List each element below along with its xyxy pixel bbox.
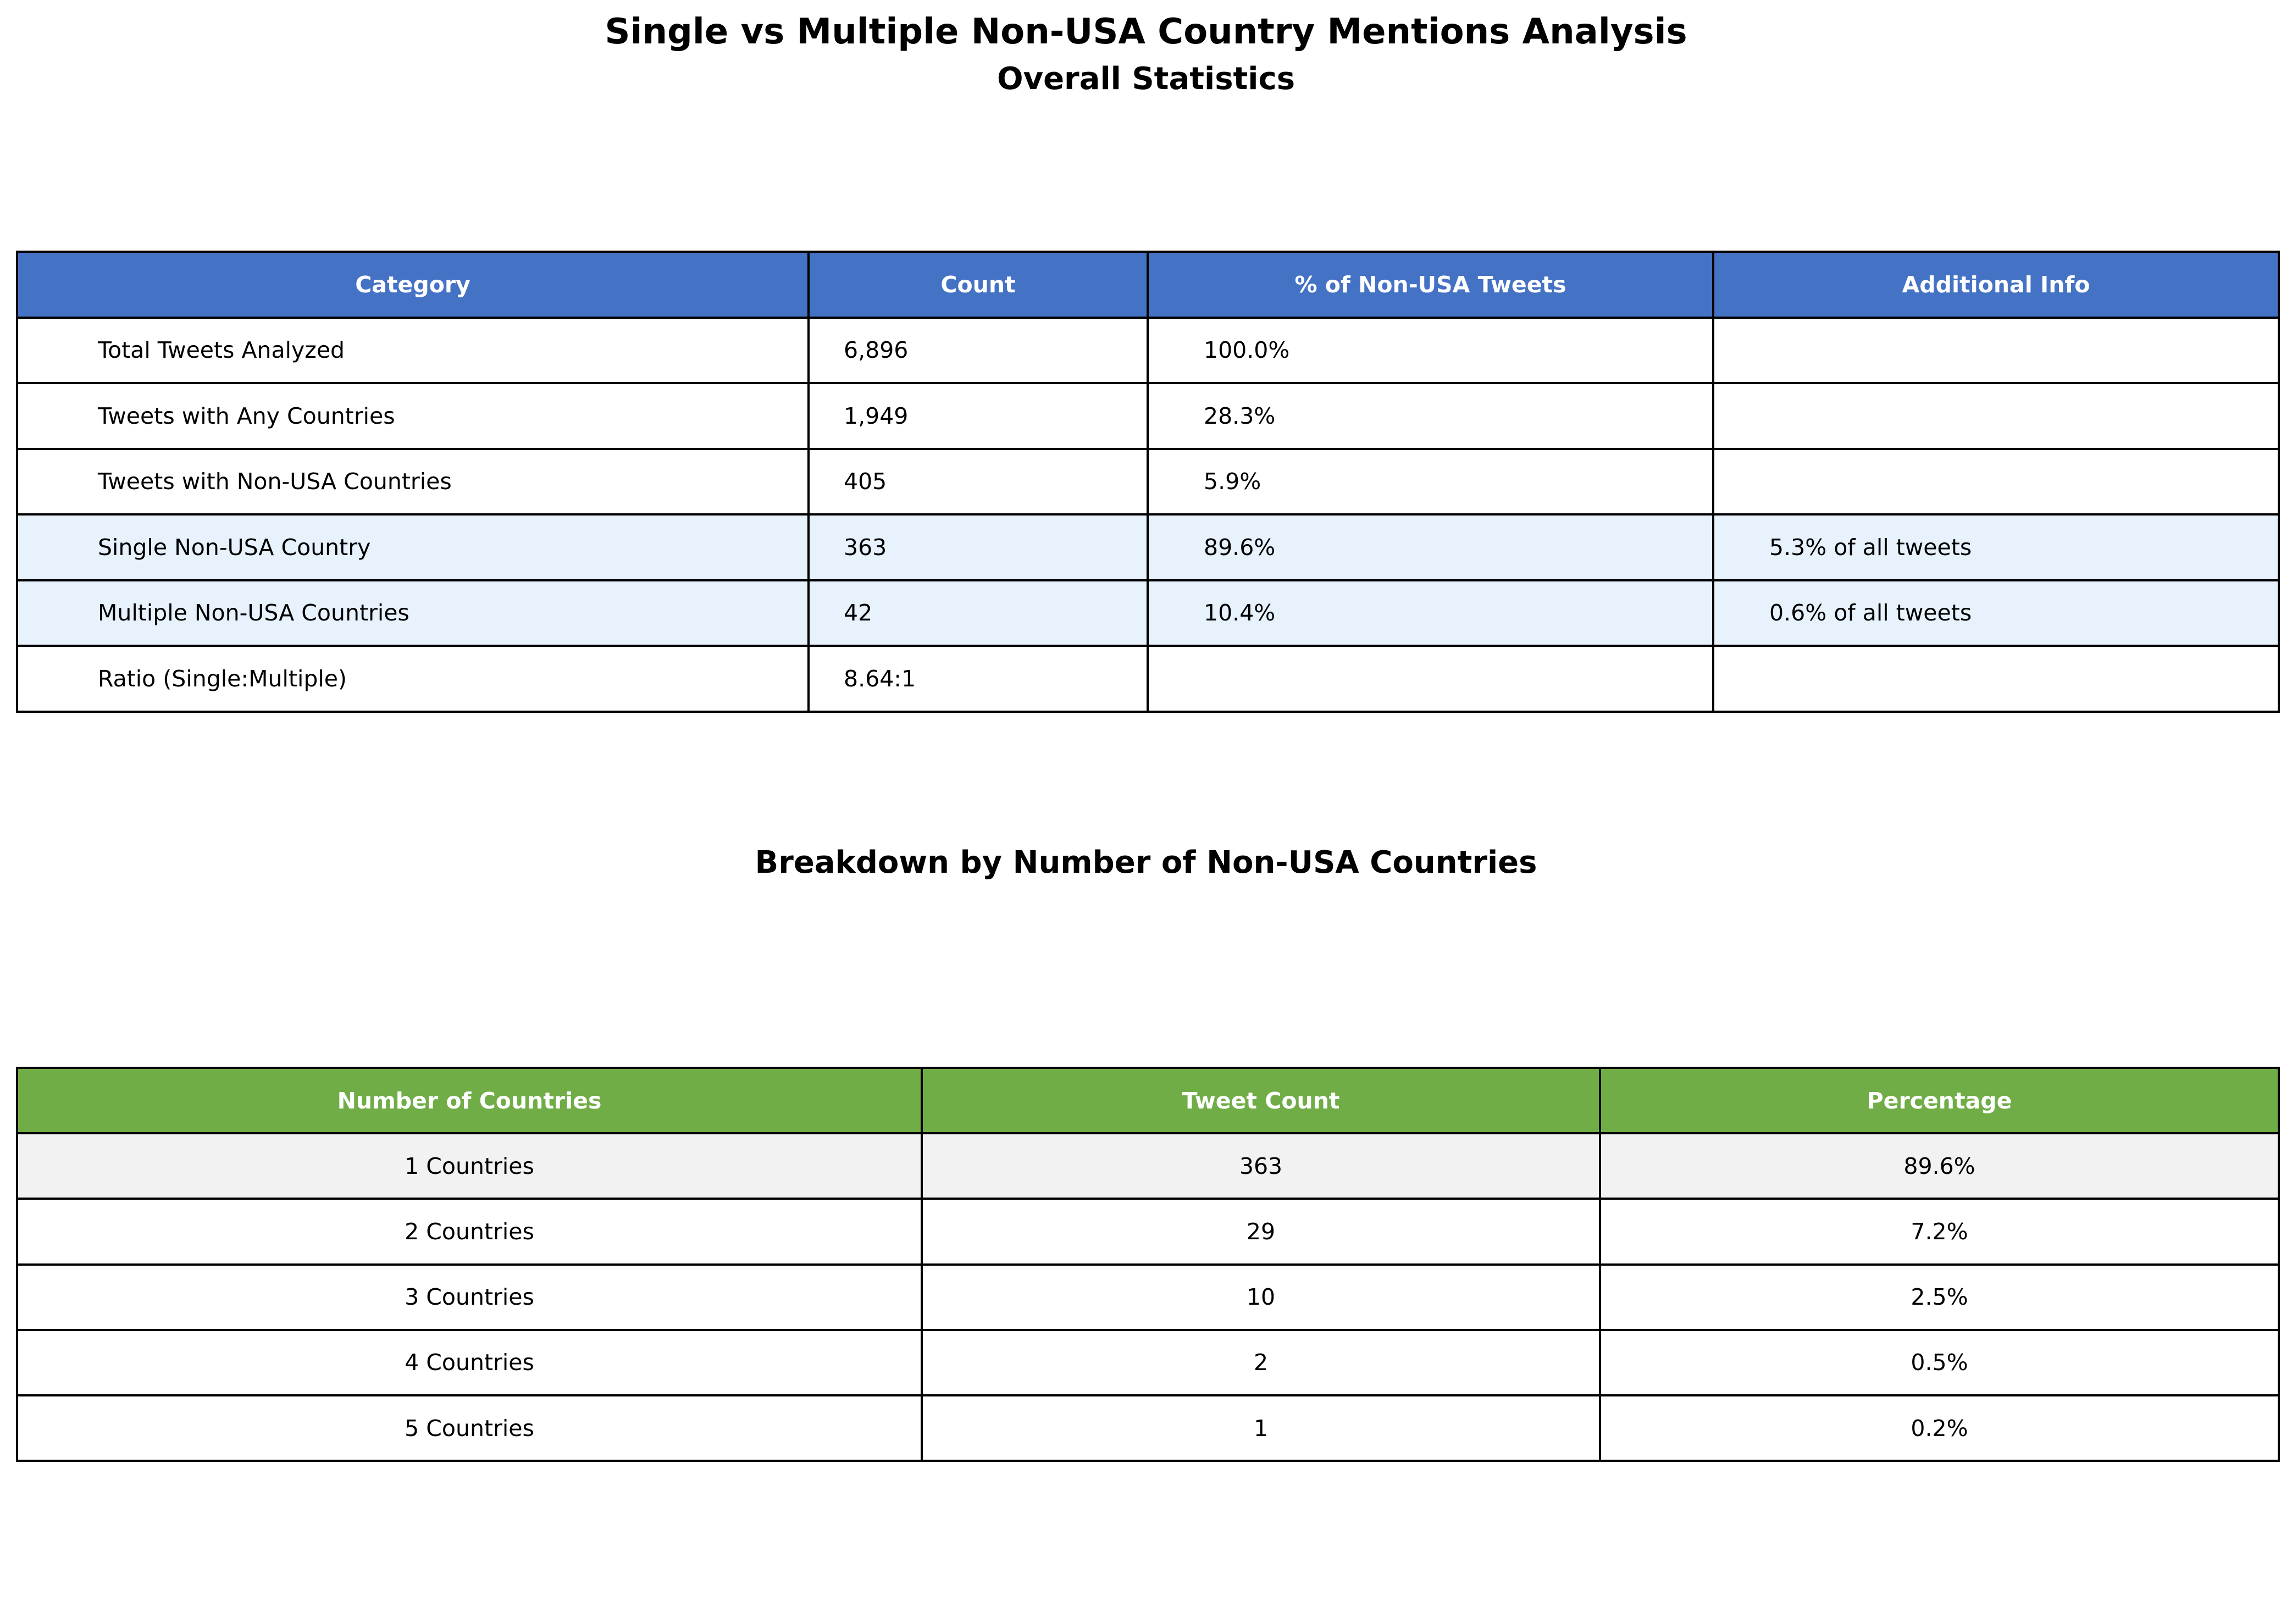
header-additional-info: Additional Info: [1712, 251, 2280, 319]
table-cell: [1712, 382, 2280, 450]
breakdown-table: Number of Countries Tweet Count Percenta…: [16, 1066, 2280, 1462]
overall-statistics-title: Overall Statistics: [996, 61, 1296, 97]
header-number-of-countries: Number of Countries: [16, 1066, 923, 1135]
table-row: Tweets with Any Countries 1,949 28.3%: [16, 382, 2280, 450]
table-cell: 5 Countries: [16, 1394, 923, 1462]
table-cell: 363: [807, 513, 1149, 581]
table-cell: [1712, 645, 2280, 713]
table-cell: 42: [807, 579, 1149, 647]
table-cell: 3 Countries: [16, 1263, 923, 1331]
table-cell: 100.0%: [1147, 316, 1714, 384]
header-percent-non-usa: % of Non-USA Tweets: [1147, 251, 1714, 319]
table-cell: 6,896: [807, 316, 1149, 384]
table-cell: Total Tweets Analyzed: [16, 316, 810, 384]
table-header-row: Category Count % of Non-USA Tweets Addit…: [16, 251, 2280, 319]
table-row: Tweets with Non-USA Countries 405 5.9%: [16, 447, 2280, 516]
table-cell: 5.3% of all tweets: [1712, 513, 2280, 581]
table-cell: 1 Countries: [16, 1132, 923, 1200]
table-cell: 4 Countries: [16, 1328, 923, 1396]
header-percentage: Percentage: [1599, 1066, 2280, 1135]
table-cell: 7.2%: [1599, 1198, 2280, 1266]
table-row: 2 Countries 29 7.2%: [16, 1198, 2280, 1266]
table-cell: Tweets with Non-USA Countries: [16, 447, 810, 516]
table-cell: 10: [921, 1263, 1601, 1331]
table-cell: 1,949: [807, 382, 1149, 450]
table-row-highlighted: Multiple Non-USA Countries 42 10.4% 0.6%…: [16, 579, 2280, 647]
table-cell: 89.6%: [1147, 513, 1714, 581]
table-cell: 89.6%: [1599, 1132, 2280, 1200]
header-category: Category: [16, 251, 810, 319]
table-cell: [1147, 645, 1714, 713]
table-cell: 0.6% of all tweets: [1712, 579, 2280, 647]
table-cell: 29: [921, 1198, 1601, 1266]
breakdown-title: Breakdown by Number of Non-USA Countries: [755, 845, 1537, 880]
table-cell: Multiple Non-USA Countries: [16, 579, 810, 647]
table-cell: 2.5%: [1599, 1263, 2280, 1331]
table-cell: [1712, 316, 2280, 384]
table-cell: 10.4%: [1147, 579, 1714, 647]
table-row-highlighted: 1 Countries 363 89.6%: [16, 1132, 2280, 1200]
table-row: 3 Countries 10 2.5%: [16, 1263, 2280, 1331]
table-cell: [1712, 447, 2280, 516]
table-cell: 5.9%: [1147, 447, 1714, 516]
overall-statistics-table: Category Count % of Non-USA Tweets Addit…: [16, 251, 2280, 713]
table-cell: 0.5%: [1599, 1328, 2280, 1396]
table-row: 5 Countries 1 0.2%: [16, 1394, 2280, 1462]
header-count: Count: [807, 251, 1149, 319]
table-cell: 2 Countries: [16, 1198, 923, 1266]
table-header-row: Number of Countries Tweet Count Percenta…: [16, 1066, 2280, 1135]
table-row-highlighted: Single Non-USA Country 363 89.6% 5.3% of…: [16, 513, 2280, 581]
table-cell: 28.3%: [1147, 382, 1714, 450]
table-cell: 1: [921, 1394, 1601, 1462]
table-cell: 363: [921, 1132, 1601, 1200]
table-row: Total Tweets Analyzed 6,896 100.0%: [16, 316, 2280, 384]
table-cell: Ratio (Single:Multiple): [16, 645, 810, 713]
table-row: 4 Countries 2 0.5%: [16, 1328, 2280, 1396]
table-cell: Tweets with Any Countries: [16, 382, 810, 450]
table-cell: Single Non-USA Country: [16, 513, 810, 581]
page-title: Single vs Multiple Non-USA Country Menti…: [605, 12, 1687, 52]
table-cell: 2: [921, 1328, 1601, 1396]
table-row: Ratio (Single:Multiple) 8.64:1: [16, 645, 2280, 713]
table-cell: 405: [807, 447, 1149, 516]
header-tweet-count: Tweet Count: [921, 1066, 1601, 1135]
table-cell: 8.64:1: [807, 645, 1149, 713]
table-cell: 0.2%: [1599, 1394, 2280, 1462]
